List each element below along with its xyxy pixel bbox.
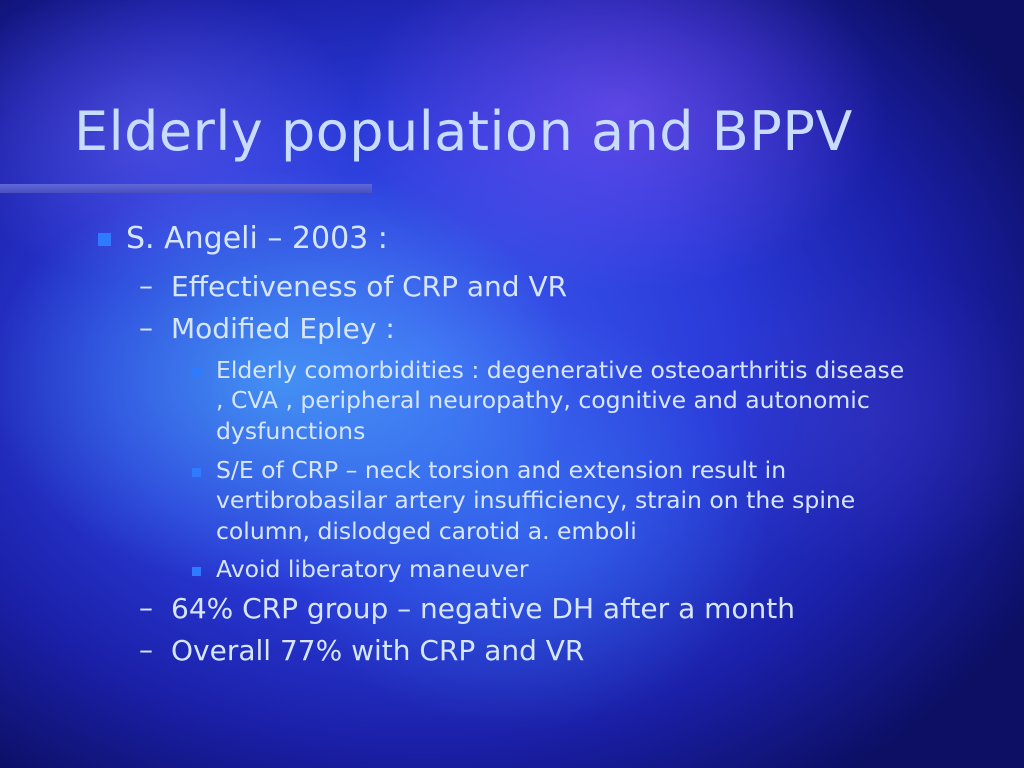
dash-marker: – bbox=[139, 590, 153, 624]
square-bullet-icon bbox=[192, 367, 201, 377]
dash-marker: – bbox=[139, 310, 153, 344]
slide-title: Elderly population and BPPV bbox=[74, 100, 853, 163]
bullet-level3: Elderly comorbidities : degenerative ost… bbox=[192, 355, 916, 447]
bullet-text: Effectiveness of CRP and VR bbox=[171, 269, 568, 303]
bullet-text: 64% CRP group – negative DH after a mont… bbox=[171, 591, 795, 625]
bullet-level3: Avoid liberatory maneuver bbox=[192, 554, 916, 585]
bullet-text: S/E of CRP – neck torsion and extension … bbox=[216, 455, 856, 545]
bullet-level2: – Modified Epley : bbox=[135, 310, 990, 345]
square-bullet-icon bbox=[192, 567, 201, 577]
title-underline bbox=[0, 184, 372, 193]
bullet-level2: – 64% CRP group – negative DH after a mo… bbox=[135, 590, 990, 625]
bullet-level2: – Effectiveness of CRP and VR bbox=[135, 268, 990, 303]
square-bullet-icon bbox=[98, 233, 111, 246]
bullet-level1: S. Angeli – 2003 : bbox=[90, 221, 990, 257]
bullet-text: Elderly comorbidities : degenerative ost… bbox=[216, 355, 905, 445]
bullet-text: S. Angeli – 2003 : bbox=[126, 221, 388, 256]
bullet-text: Modified Epley : bbox=[171, 311, 395, 345]
bullet-text: Overall 77% with CRP and VR bbox=[171, 633, 585, 667]
slide-body: S. Angeli – 2003 : – Effectiveness of CR… bbox=[90, 221, 990, 677]
bullet-level3: S/E of CRP – neck torsion and extension … bbox=[192, 455, 916, 547]
dash-marker: – bbox=[139, 632, 153, 666]
bullet-text: Avoid liberatory maneuver bbox=[216, 555, 529, 584]
square-bullet-icon bbox=[192, 467, 201, 477]
bullet-level2: – Overall 77% with CRP and VR bbox=[135, 632, 990, 667]
dash-marker: – bbox=[139, 268, 153, 302]
